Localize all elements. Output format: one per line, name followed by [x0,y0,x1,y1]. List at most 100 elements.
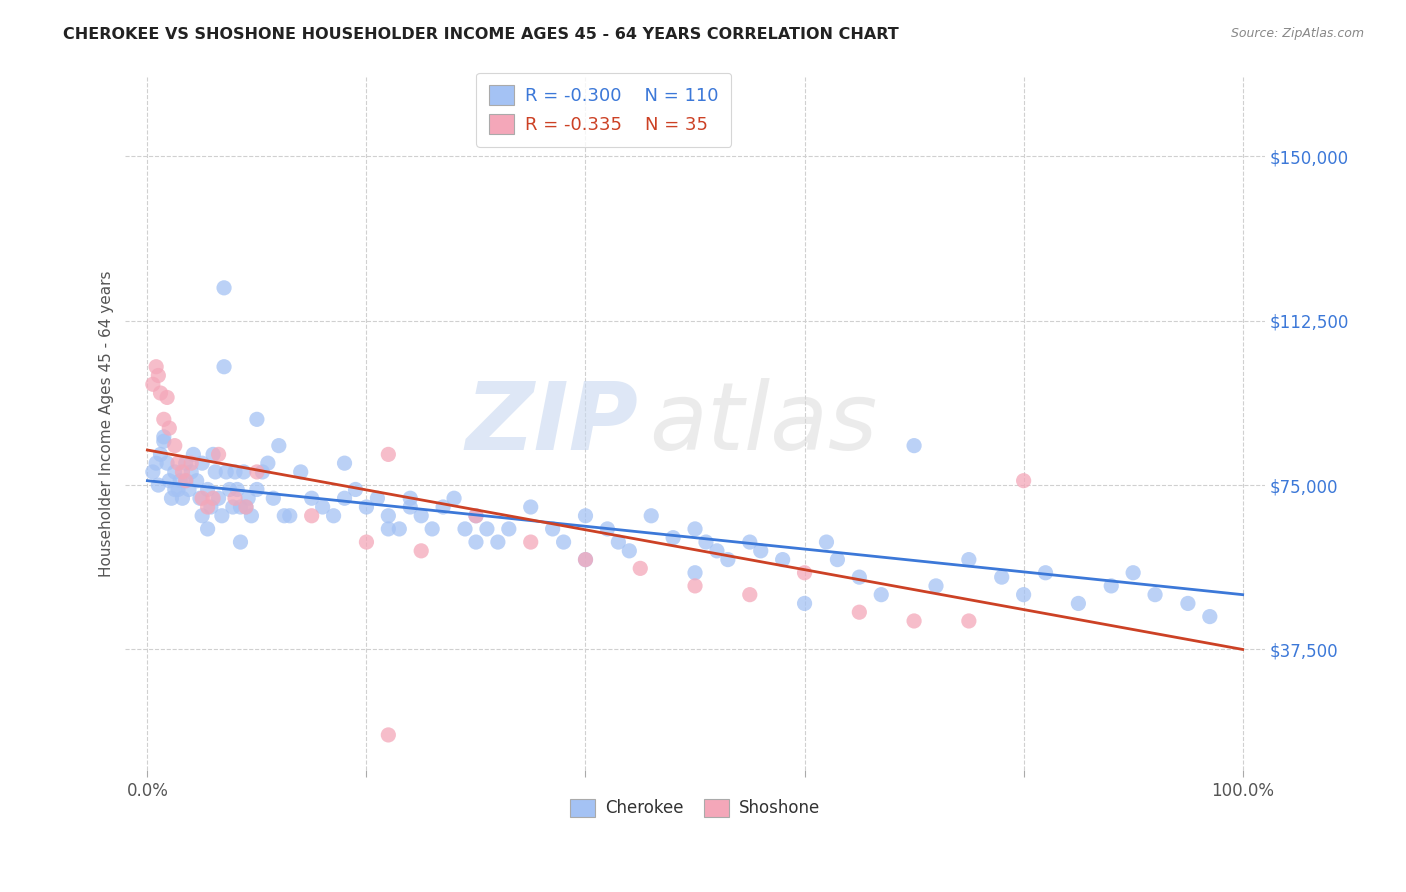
Point [1177,596,1199,610]
Point [420,522,443,536]
Point [311,500,333,514]
Point [596,522,619,536]
Point [519,500,541,514]
Point [683,579,706,593]
Point [145,456,167,470]
Point [738,535,761,549]
Point [1122,566,1144,580]
Point [1144,588,1167,602]
Text: atlas: atlas [650,378,877,469]
Point [246,483,269,497]
Point [793,566,815,580]
Point [628,561,651,575]
Point [156,456,179,470]
Point [399,491,422,506]
Point [207,447,229,461]
Point [848,605,870,619]
Point [411,544,433,558]
Point [172,465,194,479]
Point [183,447,205,461]
Point [197,483,219,497]
Point [211,508,233,523]
Point [366,491,388,506]
Point [191,456,214,470]
Point [160,491,183,506]
Point [1099,579,1122,593]
Point [262,491,284,506]
Point [191,508,214,523]
Point [167,456,190,470]
Point [257,456,280,470]
Point [246,465,269,479]
Point [344,483,367,497]
Point [411,508,433,523]
Point [153,430,176,444]
Point [903,614,925,628]
Point [148,368,170,383]
Point [695,535,717,549]
Point [235,500,257,514]
Point [222,500,245,514]
Point [163,465,186,479]
Point [229,535,252,549]
Point [157,421,180,435]
Point [215,465,238,479]
Point [207,491,229,506]
Point [574,552,596,566]
Point [246,412,269,426]
Point [149,386,172,401]
Point [202,447,225,461]
Point [174,474,197,488]
Point [169,474,191,488]
Point [142,465,165,479]
Point [180,456,202,470]
Point [827,552,849,566]
Point [377,522,399,536]
Point [229,500,252,514]
Point [683,522,706,536]
Point [640,508,662,523]
Point [236,491,259,506]
Point [290,465,312,479]
Point [167,483,190,497]
Point [197,500,219,514]
Point [454,522,477,536]
Point [465,535,488,549]
Point [443,491,465,506]
Point [163,439,186,453]
Point [333,491,356,506]
Point [202,491,225,506]
Point [145,359,167,374]
Point [163,483,186,497]
Point [706,544,728,558]
Point [957,552,980,566]
Point [957,614,980,628]
Point [322,508,344,523]
Point [793,596,815,610]
Point [186,474,208,488]
Point [172,491,194,506]
Point [475,522,498,536]
Point [153,434,176,449]
Point [153,412,176,426]
Point [191,491,214,506]
Point [607,535,630,549]
Point [377,508,399,523]
Point [149,447,172,461]
Point [1012,474,1035,488]
Point [848,570,870,584]
Point [204,465,226,479]
Point [142,377,165,392]
Point [717,552,740,566]
Point [465,508,488,523]
Point [749,544,772,558]
Point [498,522,520,536]
Point [174,474,197,488]
Point [177,483,200,497]
Point [235,500,257,514]
Point [226,483,249,497]
Point [465,508,488,523]
Point [486,535,509,549]
Point [301,491,323,506]
Point [180,465,202,479]
